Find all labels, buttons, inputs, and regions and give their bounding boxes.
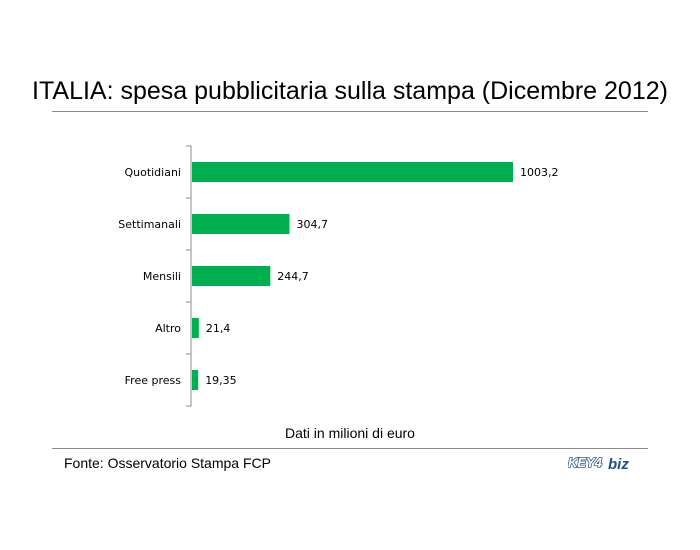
logo-text-biz: biz — [608, 456, 629, 473]
data-label: 304,7 — [296, 218, 328, 231]
category-label: Altro — [155, 322, 181, 335]
category-label: Quotidiani — [124, 166, 181, 179]
logo-text-key: KEY4 — [568, 455, 603, 470]
footer-divider — [52, 448, 648, 449]
data-label: 19,35 — [205, 374, 237, 387]
bar — [192, 266, 271, 286]
bar — [192, 214, 290, 234]
title-divider — [52, 111, 648, 112]
chart-title: ITALIA: spesa pubblicitaria sulla stampa… — [32, 77, 668, 105]
bar — [192, 162, 513, 182]
units-note: Dati in milioni di euro — [285, 425, 415, 441]
category-label: Mensili — [143, 270, 181, 283]
bar — [192, 318, 199, 338]
data-label: 244,7 — [277, 270, 309, 283]
category-label: Settimanali — [118, 218, 181, 231]
data-label: 1003,2 — [520, 166, 559, 179]
bar — [192, 370, 199, 390]
source-text: Fonte: Osservatorio Stampa FCP — [64, 455, 271, 471]
category-label: Free press — [125, 374, 182, 387]
data-label: 21,4 — [206, 322, 231, 335]
key4biz-logo: KEY4 biz — [568, 454, 629, 473]
